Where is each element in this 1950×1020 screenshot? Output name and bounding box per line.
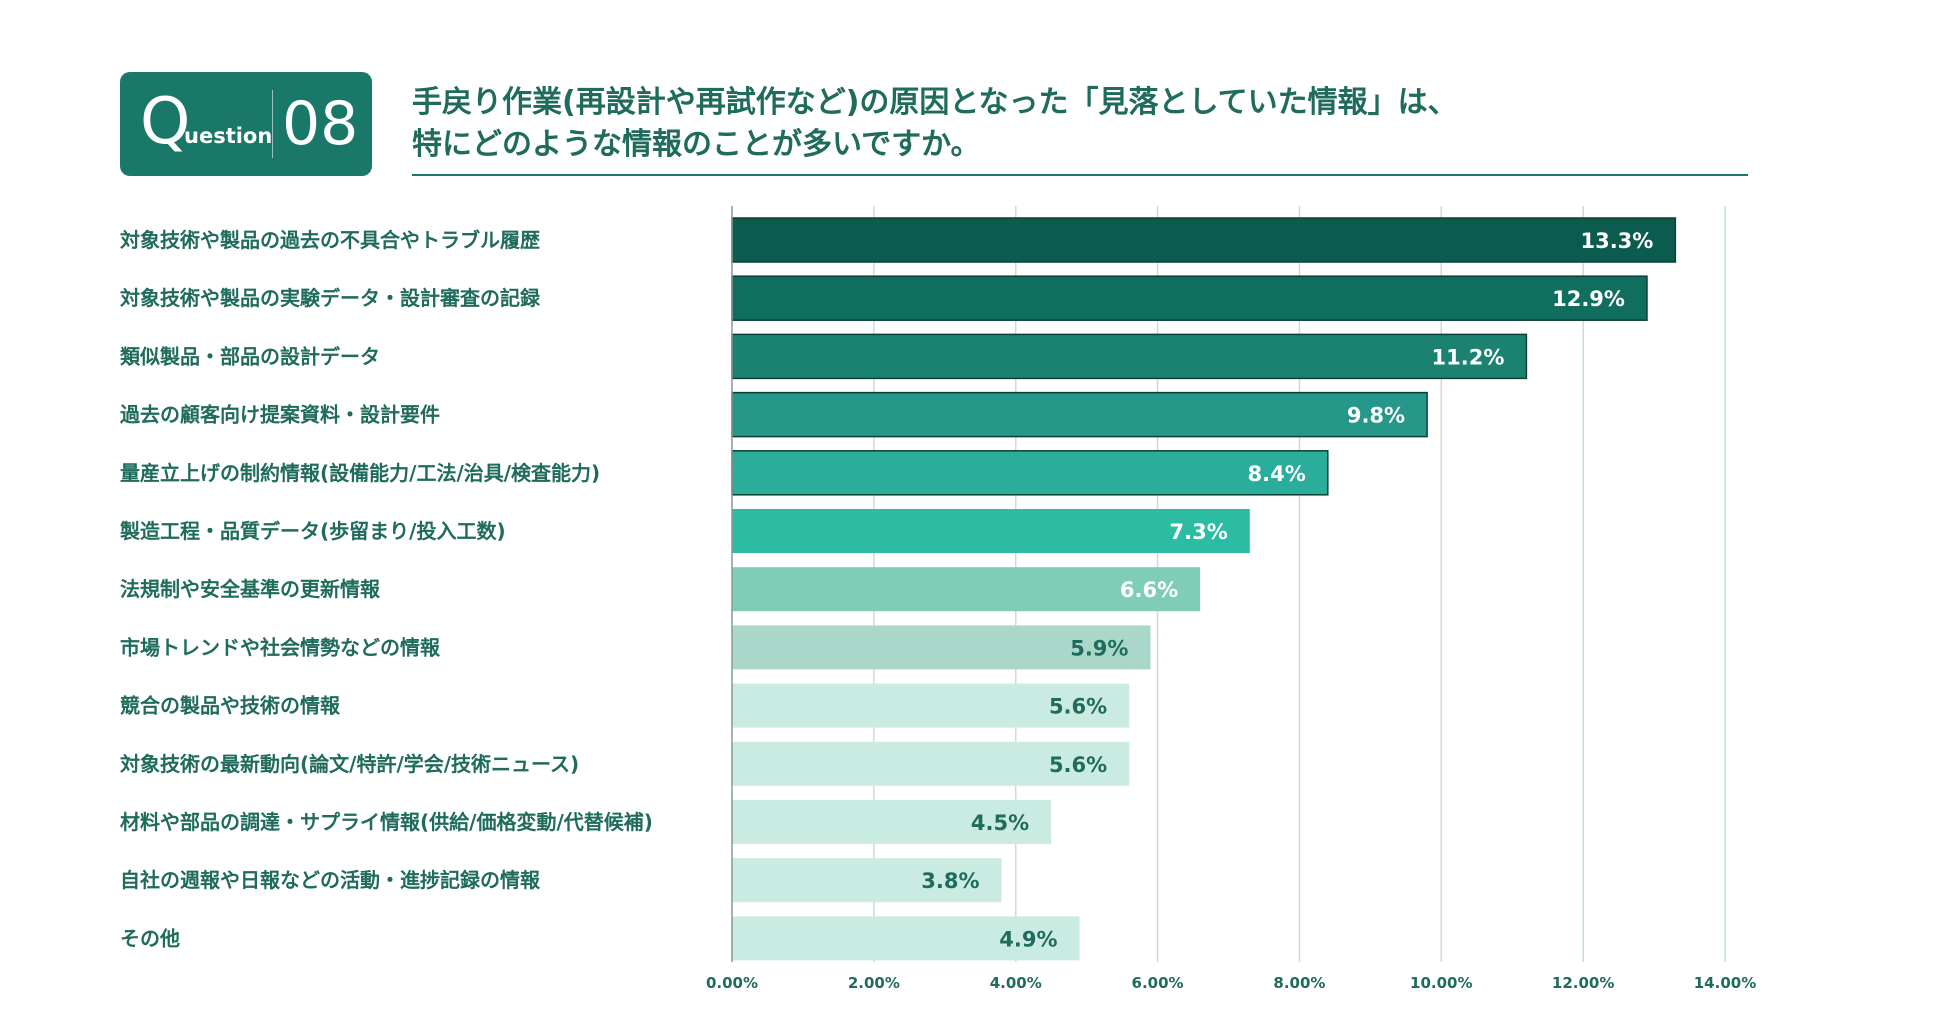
category-label: 製造工程・品質データ(歩留まり/投入工数) (120, 519, 506, 543)
bar (732, 741, 1130, 786)
category-label: 法規制や安全基準の更新情報 (120, 577, 381, 601)
bar (732, 800, 1052, 844)
value-label: 4.9% (999, 927, 1057, 951)
value-label: 13.3% (1580, 229, 1653, 253)
badge-question-number: 08 (282, 89, 359, 159)
bar (732, 567, 1201, 612)
bar (731, 217, 1677, 263)
x-tick-label: 14.00% (1694, 974, 1756, 992)
bar (731, 391, 1428, 438)
bar (732, 683, 1130, 728)
bar (732, 858, 1002, 903)
badge-divider (272, 90, 273, 158)
value-label: 5.6% (1049, 695, 1107, 719)
category-label: 自社の週報や日報などの活動・進捗記録の情報 (120, 868, 541, 892)
title-underline (412, 174, 1748, 176)
category-label: その他 (120, 926, 180, 950)
value-label: 6.6% (1120, 578, 1178, 602)
value-label: 9.8% (1347, 404, 1405, 428)
value-label: 4.5% (971, 811, 1029, 835)
x-tick-label: 0.00% (706, 974, 758, 992)
value-label: 7.3% (1170, 520, 1228, 544)
value-label: 3.8% (921, 869, 979, 893)
bar (732, 625, 1151, 670)
badge-question-word: uestion (184, 124, 273, 148)
value-label: 5.9% (1070, 636, 1128, 660)
x-tick-label: 2.00% (848, 974, 900, 992)
badge-q-letter: Q (140, 85, 191, 159)
question-title-line1: 手戻り作業(再設計や再試作など)の原因となった「見落としていた情報」は、 (412, 85, 1458, 120)
category-label: 過去の顧客向け提案資料・設計要件 (120, 403, 440, 427)
category-label: 競合の製品や技術の情報 (120, 694, 341, 718)
value-label: 8.4% (1248, 462, 1306, 486)
value-label: 5.6% (1049, 753, 1107, 777)
category-label: 材料や部品の調達・サプライ情報(供給/価格変動/代替候補) (120, 810, 653, 834)
bar (732, 509, 1250, 553)
x-tick-label: 4.00% (990, 974, 1042, 992)
bar (731, 275, 1648, 321)
question-title-line2: 特にどのような情報のことが多いですか。 (412, 127, 981, 162)
category-label: 類似製品・部品の設計データ (120, 344, 380, 368)
question-badge: Q uestion 08 (120, 72, 372, 176)
x-tick-label: 12.00% (1552, 974, 1614, 992)
question-title: 手戻り作業(再設計や再試作など)の原因となった「見落としていた情報」は、 特にど… (412, 82, 1712, 166)
x-tick-label: 6.00% (1132, 974, 1184, 992)
bar (731, 450, 1329, 496)
category-label: 市場トレンドや社会情勢などの情報 (120, 635, 441, 659)
category-label: 対象技術や製品の実験データ・設計審査の記録 (119, 286, 541, 310)
category-label: 対象技術や製品の過去の不具合やトラブル履歴 (119, 228, 540, 252)
x-tick-label: 10.00% (1410, 974, 1472, 992)
category-label: 量産立上げの制約情報(設備能力/工法/治具/検査能力) (120, 461, 600, 485)
value-label: 11.2% (1432, 345, 1505, 369)
value-label: 12.9% (1552, 287, 1625, 311)
bar (731, 333, 1528, 380)
bar (732, 916, 1080, 961)
x-tick-label: 8.00% (1273, 974, 1325, 992)
category-label: 対象技術の最新動向(論文/特許/学会/技術ニュース) (119, 752, 579, 776)
